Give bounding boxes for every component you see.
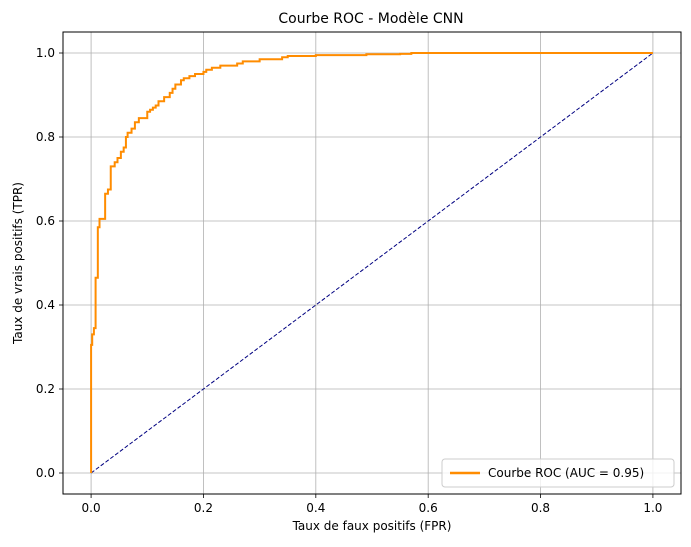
y-tick-label: 0.8	[36, 130, 55, 144]
x-tick-label: 0.8	[531, 501, 550, 515]
plot-frame	[62, 31, 682, 495]
legend: Courbe ROC (AUC = 0.95)	[441, 458, 675, 488]
grid	[63, 32, 681, 494]
x-tick-label: 0.6	[419, 501, 438, 515]
diagonal-reference-line	[90, 52, 654, 474]
x-axis-label: Taux de faux positifs (FPR)	[292, 519, 452, 533]
x-tick-label: 0.4	[306, 501, 325, 515]
y-axis-label: Taux de vrais positifs (TPR)	[11, 182, 25, 345]
chart-title: Courbe ROC - Modèle CNN	[278, 11, 463, 27]
legend-label: Courbe ROC (AUC = 0.95)	[488, 466, 644, 480]
y-tick-label: 0.6	[36, 214, 55, 228]
y-tick-label: 0.2	[36, 382, 55, 396]
y-tick-label: 1.0	[36, 46, 55, 60]
legend-box	[441, 458, 675, 488]
y-tick-label: 0.0	[36, 466, 55, 480]
x-tick-label: 1.0	[643, 501, 662, 515]
x-tick-label: 0.2	[194, 501, 213, 515]
ticks: 0.0 0.2 0.4 0.6 0.8 1.0 0.0 0.2 0.4 0.6 0.8 1.0	[36, 46, 663, 515]
y-tick-label: 0.4	[36, 298, 55, 312]
series-layer	[90, 52, 654, 474]
x-tick-label: 0.0	[82, 501, 101, 515]
roc-curve-line	[90, 52, 653, 473]
